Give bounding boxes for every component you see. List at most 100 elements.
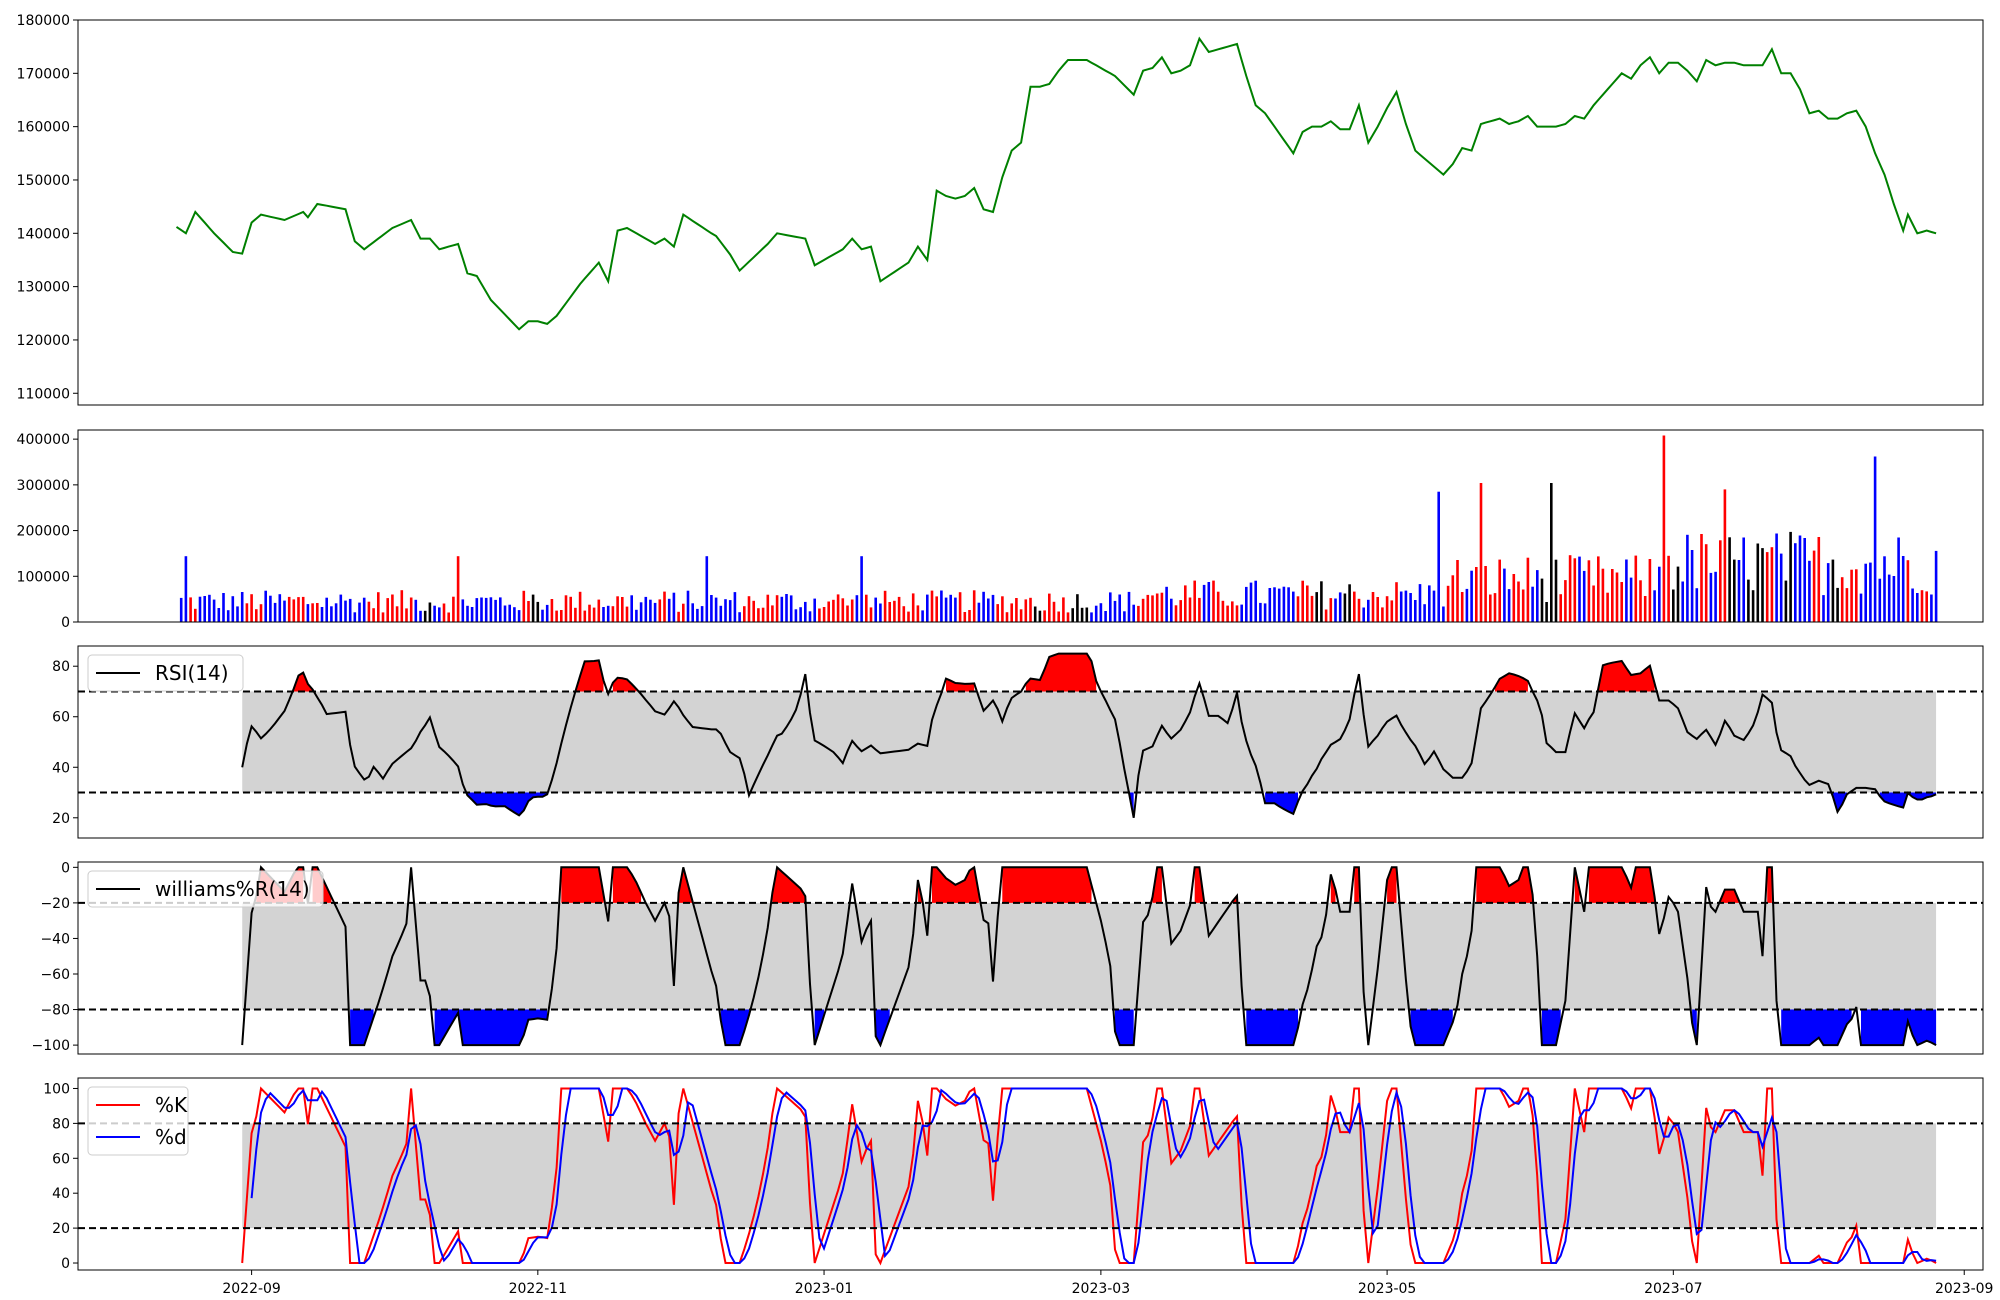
volume-bar xyxy=(1798,535,1802,622)
volume-bar xyxy=(606,605,610,622)
volume-bar xyxy=(494,599,497,622)
stochastic-plot-area xyxy=(78,1086,1983,1266)
volume-bar xyxy=(850,599,854,622)
volume-bar xyxy=(1395,582,1398,622)
volume-y-axis: 0 100000 200000 300000 400000 xyxy=(17,432,78,631)
volume-bar xyxy=(1831,559,1835,622)
volume-bar xyxy=(940,590,943,622)
volume-bar xyxy=(203,596,206,622)
williams-oversold-fill xyxy=(1781,1009,1852,1046)
volume-bar xyxy=(358,602,361,622)
rsi-frame xyxy=(77,645,1984,839)
volume-bar xyxy=(911,593,915,622)
volume-bar xyxy=(1930,594,1933,622)
volume-bar xyxy=(1489,594,1492,622)
volume-bar xyxy=(1531,586,1534,622)
volume-bar xyxy=(1057,611,1060,622)
volume-bar xyxy=(1399,591,1403,622)
rsi-overbought-fill xyxy=(946,678,975,692)
volume-bar xyxy=(968,610,971,622)
volume-bar xyxy=(1306,585,1309,622)
price-y-tick-label: 180000 xyxy=(17,13,70,29)
d-line xyxy=(250,1087,1937,1264)
volume-bar xyxy=(536,601,540,622)
volume-bar xyxy=(743,606,746,622)
volume-bar xyxy=(1174,605,1178,622)
volume-bar xyxy=(301,596,305,622)
rsi-plot-area xyxy=(78,652,1983,818)
volume-bar xyxy=(217,608,221,622)
volume-bar xyxy=(194,608,197,622)
volume-bar xyxy=(1123,611,1126,622)
volume-bar xyxy=(621,597,624,622)
volume-bar xyxy=(1019,609,1023,622)
volume-bar xyxy=(541,609,544,622)
volume-bar xyxy=(1334,598,1337,622)
volume-bar xyxy=(1761,548,1764,622)
rsi-y-tick-label: 80 xyxy=(52,659,70,675)
rsi-legend-label: RSI(14) xyxy=(155,661,229,685)
volume-bar xyxy=(1540,578,1544,622)
volume-bar xyxy=(1601,568,1605,622)
volume-bar xyxy=(630,595,633,622)
volume-bar xyxy=(1611,569,1614,622)
volume-bar xyxy=(1338,592,1342,622)
volume-bar xyxy=(1409,593,1412,622)
volume-bar xyxy=(1310,595,1314,622)
williams-oversold-fill xyxy=(350,1009,374,1046)
volume-bar xyxy=(1775,533,1778,622)
volume-bar xyxy=(423,610,427,622)
volume-bar xyxy=(1404,590,1408,622)
stochastic-y-tick-label: 40 xyxy=(52,1186,70,1202)
volume-bar xyxy=(531,594,535,622)
volume-bar xyxy=(1493,593,1497,622)
volume-bar xyxy=(1137,605,1140,622)
price-y-tick-label: 170000 xyxy=(17,66,70,82)
volume-bar xyxy=(395,606,399,622)
price-y-tick-label: 110000 xyxy=(17,386,70,402)
volume-bar xyxy=(545,604,549,622)
volume-bar xyxy=(1113,600,1117,622)
williams-legend-box xyxy=(87,870,324,908)
volume-bar xyxy=(1381,607,1384,622)
volume-bar xyxy=(1765,552,1769,622)
williams-frame xyxy=(77,861,1984,1055)
volume-bar xyxy=(1695,588,1699,622)
volume-bar xyxy=(1845,588,1849,622)
volume-bar xyxy=(733,592,737,622)
volume-bar xyxy=(1015,598,1018,622)
volume-bar xyxy=(1048,593,1051,622)
volume-bar xyxy=(339,594,343,622)
volume-bar xyxy=(1855,569,1858,622)
volume-bar xyxy=(1723,489,1727,622)
volume-bar xyxy=(1676,566,1680,622)
volume-bar xyxy=(522,590,526,622)
volume-bar xyxy=(1437,491,1440,622)
price-panel: 110000 120000 130000 140000 150000 160000 1700… xyxy=(17,13,1984,406)
volume-bar xyxy=(1259,602,1262,622)
volume-bar xyxy=(578,591,582,622)
volume-bar xyxy=(517,610,521,622)
volume-bar xyxy=(428,602,432,622)
volume-bar xyxy=(1240,604,1243,622)
volume-bar xyxy=(1507,589,1511,622)
volume-bar xyxy=(1615,572,1619,622)
volume-bar xyxy=(597,599,601,622)
volume-bar xyxy=(1592,585,1595,622)
volume-bar xyxy=(691,603,694,622)
volume-bar xyxy=(1414,600,1417,622)
volume-bar xyxy=(1085,607,1089,622)
volume-bar xyxy=(935,596,938,622)
volume-bar xyxy=(1324,609,1328,622)
volume-bar xyxy=(738,612,741,622)
williams-oversold-fill xyxy=(434,1009,548,1046)
volume-bar xyxy=(705,556,709,622)
volume-bar xyxy=(1348,584,1351,622)
williams-overbought-fill xyxy=(1354,867,1359,903)
volume-bar xyxy=(1756,543,1760,622)
rsi-panel: 20 40 60 80 RSI(14) xyxy=(52,645,1984,839)
volume-bar xyxy=(330,606,333,622)
volume-bar xyxy=(442,603,446,622)
volume-bar xyxy=(1934,550,1938,622)
stochastic-y-tick-label: 60 xyxy=(52,1151,70,1167)
